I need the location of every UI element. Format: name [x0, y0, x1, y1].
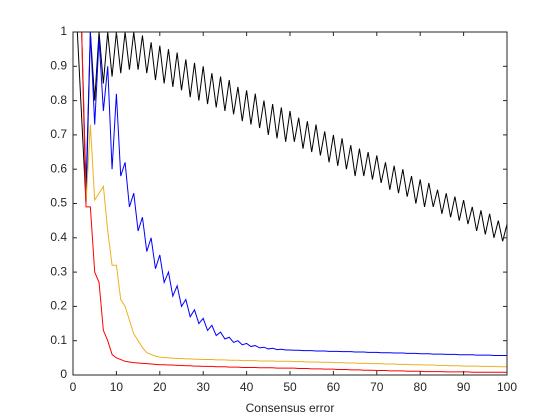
x-tick-label: 80: [414, 380, 428, 394]
x-tick-label: 90: [457, 380, 471, 394]
y-tick-label: 0: [60, 367, 67, 381]
x-axis-label: Consensus error: [246, 401, 335, 415]
y-tick-label: 0.5: [50, 196, 67, 210]
y-tick-label: 1: [60, 24, 67, 38]
x-tick-label: 30: [197, 380, 211, 394]
y-tick-label: 0.9: [50, 58, 67, 72]
y-tick-label: 0.8: [50, 93, 67, 107]
x-tick-label: 50: [283, 380, 297, 394]
x-tick-label: 10: [110, 380, 124, 394]
y-tick-label: 0.6: [50, 161, 67, 175]
x-tick-label: 70: [370, 380, 384, 394]
y-tick-label: 0.1: [50, 333, 67, 347]
y-tick-label: 0.7: [50, 127, 67, 141]
x-tick-label: 100: [497, 380, 517, 394]
series-line: [77, 31, 507, 368]
x-tick-label: 40: [240, 380, 254, 394]
x-tick-label: 0: [70, 380, 77, 394]
y-tick-label: 0.2: [50, 299, 67, 313]
x-tick-label: 20: [153, 380, 167, 394]
series-line: [76, 31, 508, 242]
series-line: [77, 31, 507, 356]
series-line: [77, 31, 507, 373]
y-tick-label: 0.4: [50, 230, 67, 244]
y-tick-label: 0.3: [50, 264, 67, 278]
x-tick-label: 60: [327, 380, 341, 394]
